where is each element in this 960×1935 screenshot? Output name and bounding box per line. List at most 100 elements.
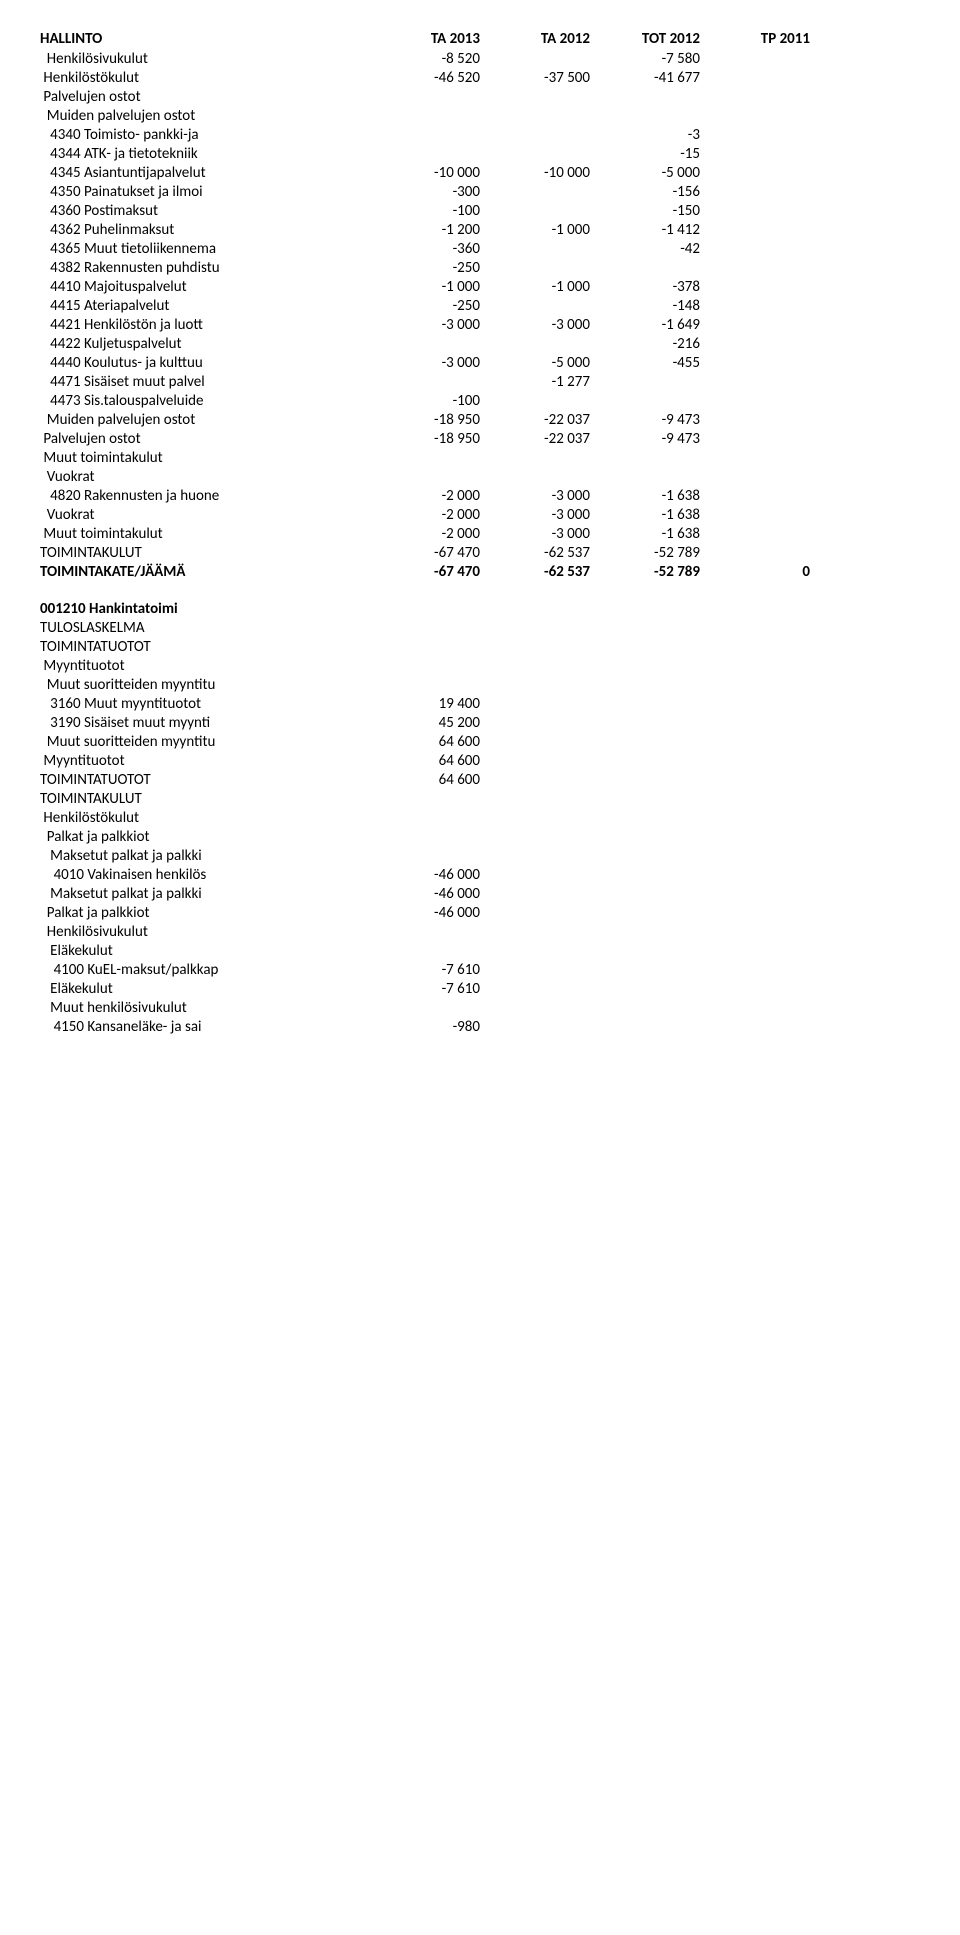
row-value (590, 107, 700, 125)
table-row: 4473 Sis.talouspalveluide-100 (40, 392, 920, 410)
row-label: 4473 Sis.talouspalveluide (40, 392, 370, 410)
row-value: 45 200 (370, 714, 480, 732)
row-label: Palkat ja palkkiot (40, 828, 370, 846)
row-value (370, 126, 480, 144)
row-label: Palkat ja palkkiot (40, 904, 370, 922)
row-label: TOIMINTATUOTOT (40, 771, 370, 789)
table-row: 4421 Henkilöstön ja luott-3 000-3 000-1 … (40, 316, 920, 334)
row-label: 4410 Majoituspalvelut (40, 278, 370, 296)
row-value (480, 980, 590, 998)
row-value (480, 828, 590, 846)
row-value (590, 619, 700, 637)
row-value (480, 676, 590, 694)
row-label: TOIMINTAKATE/JÄÄMÄ (40, 563, 370, 581)
row-value: -100 (370, 392, 480, 410)
row-value: -22 037 (480, 411, 590, 429)
row-value: -1 638 (590, 506, 700, 524)
row-value (480, 297, 590, 315)
row-value: -5 000 (590, 164, 700, 182)
row-value (370, 942, 480, 960)
row-value (480, 50, 590, 68)
row-value: -300 (370, 183, 480, 201)
table-row: Maksetut palkat ja palkki (40, 847, 920, 865)
row-value: -378 (590, 278, 700, 296)
row-value (700, 202, 810, 220)
row-value (480, 88, 590, 106)
row-value: -15 (590, 145, 700, 163)
row-label: 4440 Koulutus- ja kulttuu (40, 354, 370, 372)
row-value (480, 202, 590, 220)
row-label: Henkilösivukulut (40, 923, 370, 941)
header-col-1: TA 2013 (370, 30, 480, 48)
table-row: Muut henkilösivukulut (40, 999, 920, 1017)
table-row: TOIMINTAKATE/JÄÄMÄ-67 470-62 537-52 7890 (40, 563, 920, 581)
row-value (700, 259, 810, 277)
row-label: 4345 Asiantuntijapalvelut (40, 164, 370, 182)
table-row: 4422 Kuljetuspalvelut-216 (40, 335, 920, 353)
row-value: -1 649 (590, 316, 700, 334)
row-value (370, 809, 480, 827)
row-label: Palvelujen ostot (40, 88, 370, 106)
row-value (590, 923, 700, 941)
table-row: Muut suoritteiden myyntitu (40, 676, 920, 694)
row-value (700, 544, 810, 562)
row-value (700, 980, 810, 998)
row-value (590, 942, 700, 960)
table-row: Muut suoritteiden myyntitu64 600 (40, 733, 920, 751)
row-value (700, 695, 810, 713)
row-value (700, 316, 810, 334)
row-value (700, 221, 810, 239)
row-value (370, 657, 480, 675)
row-value (700, 240, 810, 258)
row-label: Muut suoritteiden myyntitu (40, 676, 370, 694)
row-value (480, 126, 590, 144)
row-value (700, 392, 810, 410)
row-value (370, 449, 480, 467)
row-value: -455 (590, 354, 700, 372)
header-col-4: TP 2011 (700, 30, 810, 48)
row-value: -980 (370, 1018, 480, 1036)
row-value (590, 809, 700, 827)
row-value (700, 107, 810, 125)
row-label: 4471 Sisäiset muut palvel (40, 373, 370, 391)
table-row: 4415 Ateriapalvelut-250-148 (40, 297, 920, 315)
row-value: -41 677 (590, 69, 700, 87)
row-value (590, 790, 700, 808)
row-label: 4344 ATK- ja tietotekniik (40, 145, 370, 163)
row-value: -3 000 (370, 316, 480, 334)
row-value (370, 88, 480, 106)
row-value: -2 000 (370, 487, 480, 505)
row-value: -1 000 (480, 278, 590, 296)
row-value (480, 809, 590, 827)
row-value (700, 411, 810, 429)
table-row: 4365 Muut tietoliikennema-360-42 (40, 240, 920, 258)
row-value (700, 506, 810, 524)
row-value (700, 354, 810, 372)
row-value: -8 520 (370, 50, 480, 68)
row-value (700, 430, 810, 448)
row-value (700, 676, 810, 694)
row-value (700, 733, 810, 751)
row-label: 3190 Sisäiset muut myynti (40, 714, 370, 732)
row-value: -1 638 (590, 487, 700, 505)
row-label: Eläkekulut (40, 980, 370, 998)
row-label: Maksetut palkat ja palkki (40, 847, 370, 865)
table-row: 4150 Kansaneläke- ja sai-980 (40, 1018, 920, 1036)
table-row: 4362 Puhelinmaksut-1 200-1 000-1 412 (40, 221, 920, 239)
row-value (700, 885, 810, 903)
row-value: -2 000 (370, 525, 480, 543)
row-value (590, 999, 700, 1017)
row-value (590, 771, 700, 789)
row-value (480, 866, 590, 884)
row-value (480, 961, 590, 979)
row-value (480, 1018, 590, 1036)
header-col-3: TOT 2012 (590, 30, 700, 48)
row-value (700, 847, 810, 865)
row-label: 4100 KuEL-maksut/palkkap (40, 961, 370, 979)
row-value (590, 638, 700, 656)
row-value: -216 (590, 335, 700, 353)
row-value: -37 500 (480, 69, 590, 87)
row-value (700, 69, 810, 87)
row-value (480, 923, 590, 941)
row-label: Muiden palvelujen ostot (40, 411, 370, 429)
